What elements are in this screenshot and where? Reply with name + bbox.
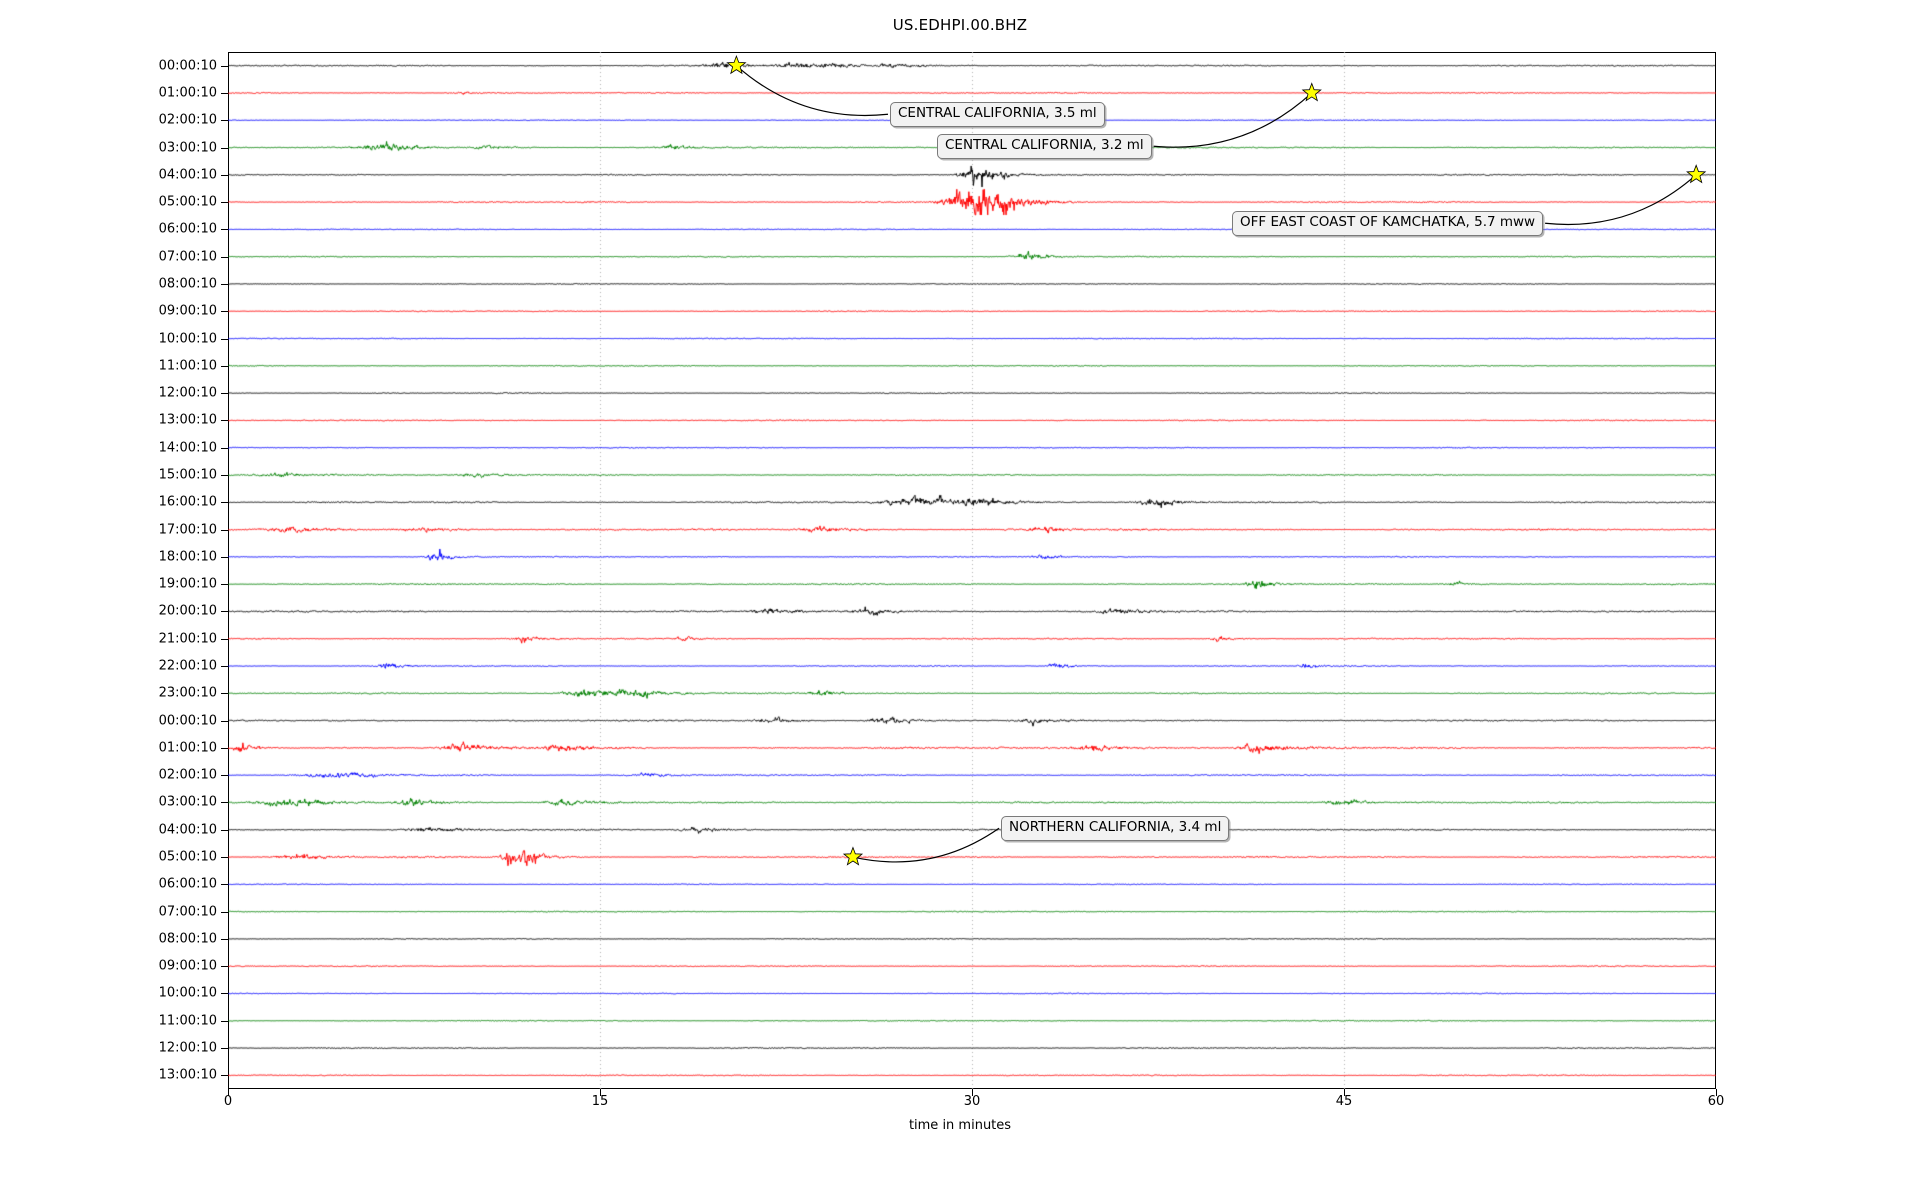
y-tick-mark-15	[221, 474, 228, 476]
y-tick-label-15: 15:00:10	[158, 467, 217, 483]
y-tick-mark-17	[221, 529, 228, 531]
y-tick-label-11: 11:00:10	[158, 358, 217, 374]
x-tick-label-1: 15	[591, 1094, 609, 1109]
y-tick-mark-31	[221, 911, 228, 913]
y-tick-label-24: 00:00:10	[158, 713, 217, 729]
y-tick-mark-27	[221, 802, 228, 804]
x-tick-mark-0	[228, 1089, 229, 1096]
event-annotation-3[interactable]: NORTHERN CALIFORNIA, 3.4 ml	[1001, 816, 1230, 841]
x-tick-label-4: 60	[1707, 1094, 1725, 1109]
y-tick-mark-24	[221, 720, 228, 722]
y-tick-label-35: 11:00:10	[158, 1013, 217, 1029]
y-tick-mark-14	[221, 447, 228, 449]
event-annotation-1[interactable]: CENTRAL CALIFORNIA, 3.2 ml	[937, 134, 1152, 159]
x-tick-label-0: 0	[223, 1094, 233, 1109]
y-tick-mark-37	[221, 1075, 228, 1077]
x-tick-mark-3	[1344, 1089, 1345, 1096]
y-tick-mark-36	[221, 1048, 228, 1050]
y-tick-mark-21	[221, 638, 228, 640]
y-tick-label-28: 04:00:10	[158, 822, 217, 838]
y-tick-label-32: 08:00:10	[158, 931, 217, 947]
y-tick-label-27: 03:00:10	[158, 794, 217, 810]
y-tick-label-33: 09:00:10	[158, 958, 217, 974]
y-tick-label-25: 01:00:10	[158, 740, 217, 756]
y-tick-label-0: 00:00:10	[158, 58, 217, 74]
y-tick-label-18: 18:00:10	[158, 549, 217, 565]
y-tick-label-12: 12:00:10	[158, 385, 217, 401]
y-tick-label-37: 13:00:10	[158, 1067, 217, 1083]
plot-axes-frame	[228, 52, 1716, 1089]
y-tick-mark-0	[221, 65, 228, 67]
y-tick-label-16: 16:00:10	[158, 494, 217, 510]
y-tick-mark-32	[221, 938, 228, 940]
y-tick-mark-9	[221, 311, 228, 313]
y-tick-label-13: 13:00:10	[158, 412, 217, 428]
y-tick-label-20: 20:00:10	[158, 603, 217, 619]
y-tick-label-9: 09:00:10	[158, 303, 217, 319]
y-tick-label-4: 04:00:10	[158, 167, 217, 183]
x-tick-label-2: 30	[963, 1094, 981, 1109]
y-tick-label-34: 10:00:10	[158, 985, 217, 1001]
event-annotation-2[interactable]: OFF EAST COAST OF KAMCHATKA, 5.7 mww	[1232, 211, 1544, 236]
y-tick-mark-3	[221, 147, 228, 149]
y-tick-mark-23	[221, 693, 228, 695]
y-tick-label-30: 06:00:10	[158, 876, 217, 892]
y-tick-mark-19	[221, 584, 228, 586]
y-tick-mark-5	[221, 202, 228, 204]
y-tick-label-5: 05:00:10	[158, 194, 217, 210]
y-tick-mark-6	[221, 229, 228, 231]
y-tick-mark-28	[221, 829, 228, 831]
x-tick-label-3: 45	[1335, 1094, 1353, 1109]
y-tick-mark-7	[221, 256, 228, 258]
y-tick-mark-13	[221, 420, 228, 422]
y-tick-mark-8	[221, 283, 228, 285]
y-tick-label-23: 23:00:10	[158, 685, 217, 701]
y-tick-mark-26	[221, 775, 228, 777]
y-tick-mark-16	[221, 502, 228, 504]
y-tick-mark-10	[221, 338, 228, 340]
y-tick-mark-29	[221, 857, 228, 859]
y-tick-label-21: 21:00:10	[158, 631, 217, 647]
y-tick-mark-30	[221, 884, 228, 886]
y-tick-mark-22	[221, 666, 228, 667]
y-tick-label-1: 01:00:10	[158, 85, 217, 101]
y-tick-mark-11	[221, 365, 228, 367]
x-tick-mark-2	[972, 1089, 973, 1096]
x-tick-mark-1	[600, 1089, 601, 1096]
y-tick-label-22: 22:00:10	[158, 658, 217, 674]
y-tick-label-10: 10:00:10	[158, 331, 217, 347]
page-title: US.EDHPI.00.BHZ	[892, 16, 1028, 34]
y-tick-label-17: 17:00:10	[158, 522, 217, 538]
y-tick-mark-34	[221, 993, 228, 995]
y-tick-mark-12	[221, 393, 228, 395]
y-tick-label-3: 03:00:10	[158, 140, 217, 155]
y-tick-mark-2	[221, 120, 228, 122]
y-tick-label-19: 19:00:10	[158, 576, 217, 592]
y-tick-mark-18	[221, 556, 228, 558]
y-tick-label-14: 14:00:10	[158, 440, 217, 456]
y-tick-label-26: 02:00:10	[158, 767, 217, 783]
y-tick-mark-4	[221, 174, 228, 176]
event-annotation-0[interactable]: CENTRAL CALIFORNIA, 3.5 ml	[890, 102, 1105, 127]
y-tick-label-31: 07:00:10	[158, 904, 217, 920]
y-tick-label-36: 12:00:10	[158, 1040, 217, 1056]
y-tick-label-7: 07:00:10	[158, 249, 217, 265]
x-axis-label: time in minutes	[908, 1118, 1012, 1133]
x-tick-mark-4	[1716, 1089, 1717, 1096]
y-tick-mark-25	[221, 747, 228, 749]
y-tick-label-29: 05:00:10	[158, 849, 217, 865]
y-tick-label-6: 06:00:10	[158, 221, 217, 237]
y-tick-mark-20	[221, 611, 228, 613]
y-tick-mark-35	[221, 1020, 228, 1022]
y-tick-label-8: 08:00:10	[158, 276, 217, 292]
y-tick-label-2: 02:00:10	[158, 112, 217, 128]
y-tick-mark-1	[221, 92, 228, 94]
y-tick-mark-33	[221, 966, 228, 968]
